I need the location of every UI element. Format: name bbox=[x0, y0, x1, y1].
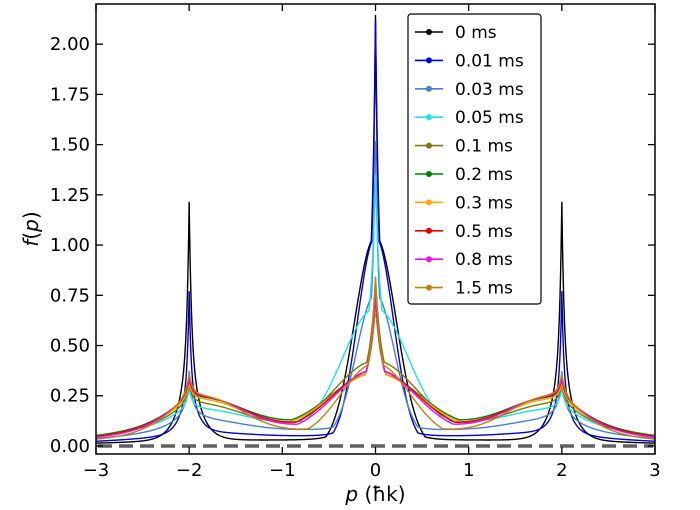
x-tick-label: 1 bbox=[463, 460, 474, 481]
series-line-2 bbox=[96, 140, 655, 440]
legend-marker bbox=[426, 114, 432, 121]
legend-label: 1.5 ms bbox=[455, 279, 513, 299]
y-axis-label: f(p) bbox=[19, 211, 43, 246]
x-axis-label: p (ħk) bbox=[344, 482, 405, 506]
y-tick-label: 0.00 bbox=[50, 436, 90, 457]
legend-label: 0.3 ms bbox=[455, 193, 513, 213]
series-line-3 bbox=[96, 174, 655, 437]
legend-label: 0.1 ms bbox=[455, 137, 513, 157]
legend-marker bbox=[426, 256, 432, 263]
y-tick-label: 2.00 bbox=[50, 34, 90, 55]
legend-marker bbox=[426, 142, 432, 149]
legend-label: 0 ms bbox=[455, 23, 497, 43]
y-tick-label: 1.75 bbox=[50, 84, 90, 105]
x-tick-label: 3 bbox=[649, 460, 660, 481]
x-tick-label: 2 bbox=[556, 460, 567, 481]
legend-marker bbox=[426, 284, 432, 291]
legend-marker bbox=[426, 199, 432, 206]
ticks-layer: −3 −2 −1 0 1 2 3 0.00 0.25 0.50 0.75 1.00 1.25 1.50 1.… bbox=[50, 4, 661, 481]
series-line-0 bbox=[96, 15, 655, 444]
legend-label: 0.5 ms bbox=[455, 222, 513, 242]
x-tick-label: −3 bbox=[83, 460, 110, 481]
legend-label: 0.05 ms bbox=[455, 108, 524, 128]
series-layer bbox=[96, 15, 655, 444]
legend-label: 0.8 ms bbox=[455, 250, 513, 270]
y-tick-label: 1.00 bbox=[50, 235, 90, 256]
y-tick-label: 0.50 bbox=[50, 336, 90, 357]
legend-marker bbox=[426, 29, 432, 35]
y-tick-label: 1.25 bbox=[50, 185, 90, 206]
legend-marker bbox=[426, 171, 432, 177]
legend-label: 0.01 ms bbox=[455, 51, 524, 71]
legend-label: 0.2 ms bbox=[455, 165, 513, 185]
legend-label: 0.03 ms bbox=[455, 80, 524, 100]
legend-marker bbox=[426, 57, 432, 64]
legend-marker bbox=[426, 85, 432, 92]
legend: 0 ms 0.01 ms 0.03 ms 0.05 ms 0.1 ms 0.2 ms 0.3… bbox=[407, 13, 542, 305]
y-tick-label: 0.75 bbox=[50, 285, 90, 306]
legend-marker bbox=[426, 227, 432, 234]
y-tick-label: 0.25 bbox=[50, 386, 90, 407]
x-tick-label: −2 bbox=[176, 460, 203, 481]
x-tick-label: −1 bbox=[269, 460, 296, 481]
series-line-9 bbox=[96, 276, 655, 440]
series-line-1 bbox=[96, 20, 655, 442]
x-tick-label: 0 bbox=[370, 460, 381, 481]
y-tick-label: 1.50 bbox=[50, 135, 90, 156]
